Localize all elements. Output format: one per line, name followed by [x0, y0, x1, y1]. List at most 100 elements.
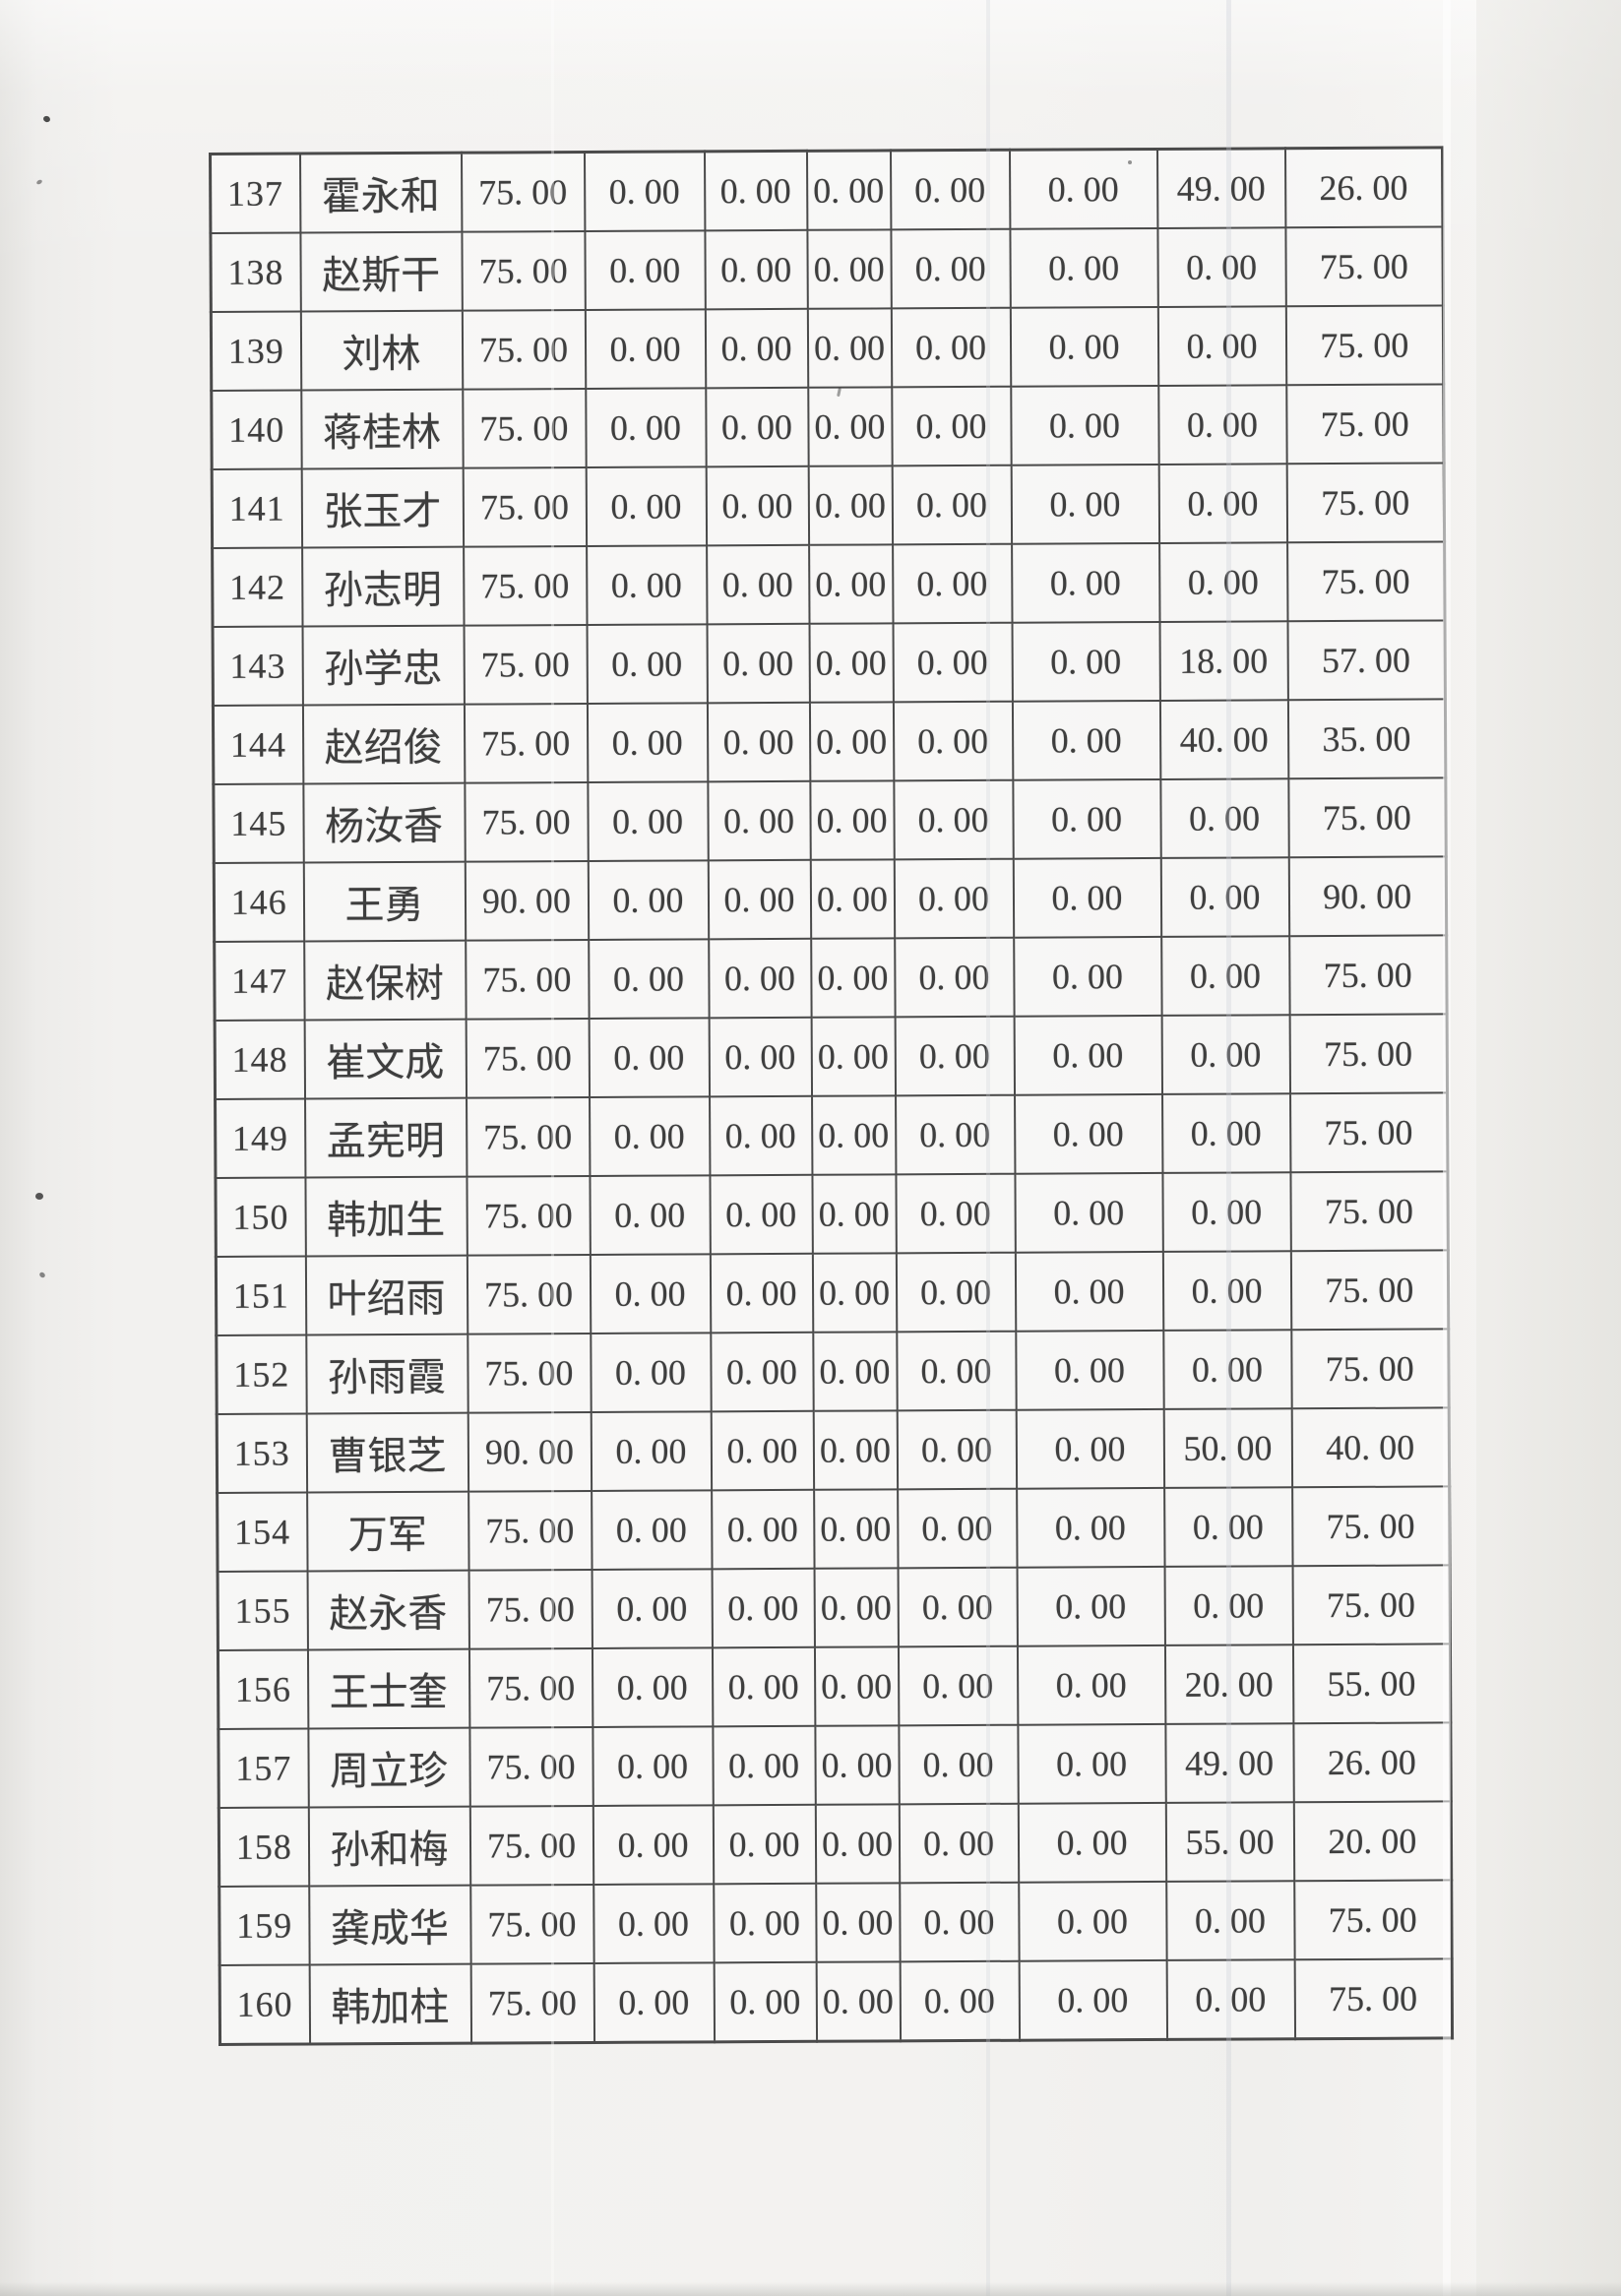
value-cell: 0. 00	[896, 1331, 1017, 1411]
name-cell: 曹银芝	[306, 1412, 468, 1493]
value-cell: 75. 00	[466, 1175, 591, 1256]
name-cell: 张玉才	[301, 467, 464, 548]
value-cell: 75. 00	[1286, 541, 1446, 622]
value-cell: 75. 00	[463, 466, 587, 547]
value-cell: 0. 00	[1160, 857, 1289, 937]
value-cell: 0. 00	[898, 1645, 1018, 1726]
table-row: 137 霍永和 75. 00 0. 00 0. 00 0. 00 0. 00 0. 00 49.…	[210, 147, 1443, 233]
value-cell: 75. 00	[467, 1333, 592, 1413]
value-cell: 0. 00	[592, 1647, 713, 1727]
name-cell: 孙和梅	[308, 1806, 470, 1887]
value-cell: 0. 00	[891, 386, 1012, 466]
value-cell: 0. 00	[706, 544, 810, 625]
value-cell: 0. 00	[1013, 936, 1162, 1017]
row-number-cell: 154	[217, 1492, 308, 1572]
value-cell: 0. 00	[807, 308, 892, 388]
value-cell: 75. 00	[1285, 384, 1445, 465]
value-cell: 0. 00	[712, 1568, 815, 1648]
name-cell: 王士奎	[307, 1648, 469, 1729]
value-cell: 75. 00	[464, 781, 589, 862]
value-cell: 0. 00	[584, 230, 706, 311]
value-cell: 0. 00	[813, 1410, 898, 1490]
value-cell: 0. 00	[1011, 464, 1159, 544]
value-cell: 75. 00	[461, 152, 585, 232]
value-cell: 0. 00	[710, 1332, 814, 1412]
value-cell: 75. 00	[1291, 1486, 1451, 1567]
value-cell: 0. 00	[1017, 1723, 1166, 1804]
table-row: 152 孙雨霞 75. 00 0. 00 0. 00 0. 00 0. 00 0. 00 0. …	[216, 1329, 1450, 1414]
value-cell: 0. 00	[585, 309, 706, 389]
table-row: 155 赵永香 75. 00 0. 00 0. 00 0. 00 0. 00 0. 00 0. …	[218, 1565, 1451, 1650]
value-cell: 0. 00	[708, 938, 812, 1019]
value-cell: 0. 00	[1013, 857, 1161, 938]
name-cell: 王勇	[303, 861, 466, 942]
value-cell: 0. 00	[591, 1490, 713, 1570]
row-number-cell: 149	[215, 1098, 305, 1178]
value-cell: 0. 00	[1012, 778, 1161, 859]
value-cell: 75. 00	[1292, 1565, 1451, 1645]
value-cell: 0. 00	[710, 1253, 813, 1334]
row-number-cell: 140	[211, 390, 302, 469]
row-number-cell: 146	[214, 862, 304, 942]
value-cell: 0. 00	[806, 229, 892, 309]
table-row: 160 韩加柱 75. 00 0. 00 0. 00 0. 00 0. 00 0. 00 0. …	[219, 1958, 1453, 2045]
value-cell: 0. 00	[809, 702, 894, 781]
value-cell: 0. 00	[709, 1174, 813, 1255]
name-cell: 赵绍俊	[302, 704, 465, 784]
value-cell: 75. 00	[461, 231, 586, 311]
name-cell: 杨汝香	[302, 782, 466, 863]
value-cell: 0. 00	[815, 1883, 901, 1962]
value-cell: 75. 00	[1287, 777, 1447, 858]
table-row: 144 赵绍俊 75. 00 0. 00 0. 00 0. 00 0. 00 0. 00 40.…	[213, 699, 1446, 784]
row-number-cell: 159	[218, 1886, 310, 1965]
value-cell: 75. 00	[1289, 1171, 1449, 1252]
value-cell: 0. 00	[1157, 306, 1286, 386]
name-cell: 霍永和	[299, 153, 462, 233]
value-cell: 75. 00	[468, 1569, 592, 1649]
value-cell: 0. 00	[1162, 1251, 1291, 1331]
value-cell: 0. 00	[806, 150, 891, 230]
name-cell: 龚成华	[308, 1885, 471, 1965]
value-cell: 0. 00	[897, 1409, 1017, 1490]
value-cell: 0. 00	[1017, 1566, 1165, 1646]
name-cell: 赵永香	[307, 1570, 469, 1650]
value-cell: 49. 00	[1156, 148, 1285, 228]
value-cell: 0. 00	[892, 543, 1013, 624]
table-row: 139 刘林 75. 00 0. 00 0. 00 0. 00 0. 00 0. 00 0. 0…	[211, 305, 1444, 391]
value-cell: 0. 00	[1157, 385, 1287, 465]
value-cell: 0. 00	[586, 545, 708, 625]
value-cell: 75. 00	[1289, 1092, 1448, 1173]
value-cell: 0. 00	[705, 387, 809, 467]
value-cell: 0. 00	[810, 859, 895, 939]
row-number-cell: 142	[212, 547, 303, 627]
row-number-cell: 156	[218, 1649, 308, 1729]
value-cell: 0. 00	[1011, 542, 1160, 623]
row-number-cell: 155	[218, 1571, 308, 1650]
value-cell: 0. 00	[890, 228, 1011, 309]
table-row: 151 叶绍雨 75. 00 0. 00 0. 00 0. 00 0. 00 0. 00 0. …	[216, 1250, 1449, 1335]
value-cell: 0. 00	[1012, 621, 1160, 702]
row-number-cell: 148	[215, 1020, 305, 1099]
value-cell: 0. 00	[1158, 464, 1287, 543]
row-number-cell: 138	[210, 232, 301, 312]
value-cell: 0. 00	[707, 702, 810, 782]
value-cell: 0. 00	[1166, 1959, 1295, 2040]
value-cell: 0. 00	[712, 1725, 816, 1806]
value-cell: 57. 00	[1287, 620, 1446, 701]
value-cell: 20. 00	[1293, 1801, 1452, 1882]
value-cell: 0. 00	[1012, 700, 1160, 780]
table-row: 154 万军 75. 00 0. 00 0. 00 0. 00 0. 00 0. 00 0. 0…	[217, 1486, 1451, 1572]
value-cell: 0. 00	[816, 1961, 901, 2042]
table-row: 143 孙学忠 75. 00 0. 00 0. 00 0. 00 0. 00 0. 00 18.…	[213, 620, 1446, 706]
table-row: 147 赵保树 75. 00 0. 00 0. 00 0. 00 0. 00 0. 00 0. …	[214, 935, 1448, 1021]
value-cell: 0. 00	[593, 1962, 715, 2043]
value-cell: 0. 00	[586, 466, 707, 546]
row-number-cell: 144	[213, 705, 303, 784]
value-cell: 0. 00	[1158, 542, 1288, 622]
value-cell: 90. 00	[1288, 856, 1447, 937]
value-cell: 0. 00	[808, 544, 894, 624]
table-row: 156 王士奎 75. 00 0. 00 0. 00 0. 00 0. 00 0. 00 20.…	[218, 1644, 1451, 1729]
value-cell: 0. 00	[708, 859, 811, 940]
value-cell: 0. 00	[1161, 1015, 1290, 1094]
table-body: 137 霍永和 75. 00 0. 00 0. 00 0. 00 0. 00 0. 00 49.…	[210, 147, 1453, 2045]
